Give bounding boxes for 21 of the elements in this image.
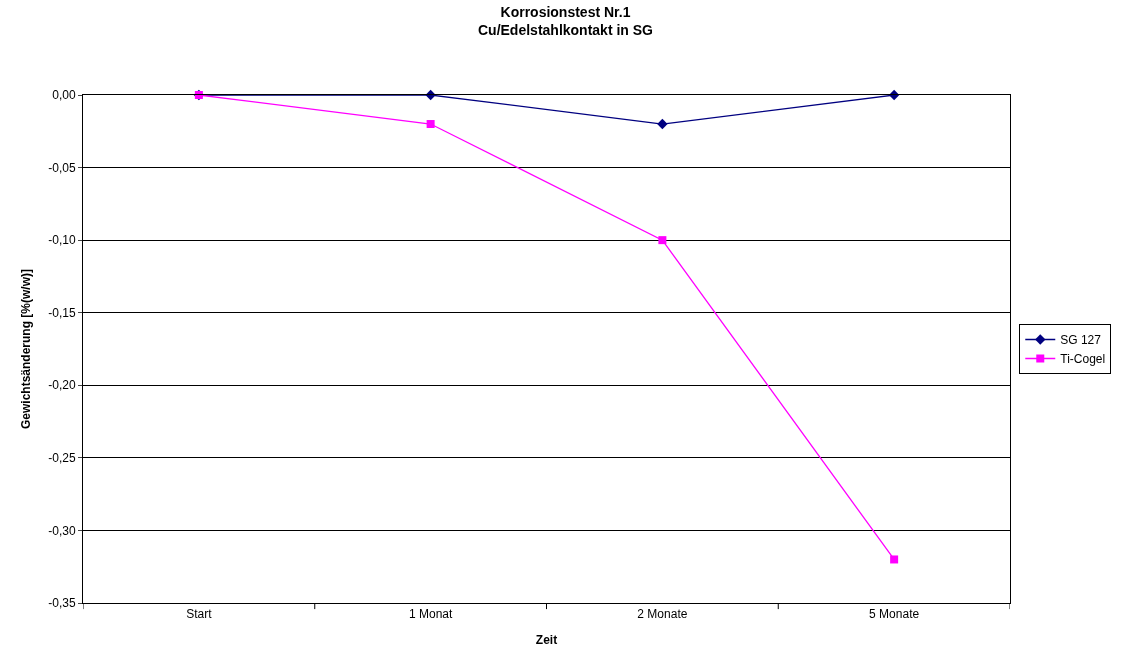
y-tick-label: -0,05 (48, 160, 76, 175)
y-tick-label: -0,10 (48, 233, 76, 248)
x-tick-label: 1 Monat (408, 607, 453, 622)
legend-label: Ti-Cogel (1060, 352, 1106, 367)
x-axis-title: Zeit (535, 633, 558, 648)
point (658, 236, 667, 245)
point (657, 118, 668, 130)
point (890, 555, 899, 564)
legend-label: SG 127 (1060, 333, 1102, 348)
x-tick-label: 2 Monate (637, 607, 688, 622)
chart-title: Korrosionstest Nr.1 Cu/Edelstahlkontakt in SG (477, 3, 654, 38)
x-tick-label: 5 Monate (869, 607, 920, 622)
y-tick-label: -0,30 (48, 523, 76, 538)
y-tick-label: -0,20 (48, 378, 76, 393)
y-axis-title: Gewichtsänderung [%(w/w)] (18, 268, 33, 430)
point (426, 120, 435, 129)
y-tick-label: -0,15 (48, 305, 76, 320)
y-tick-label: -0,35 (48, 596, 76, 611)
y-tick-label: 0,00 (52, 88, 76, 103)
y-tick-label: -0,25 (48, 451, 76, 466)
x-tick-label: Start (186, 607, 213, 622)
